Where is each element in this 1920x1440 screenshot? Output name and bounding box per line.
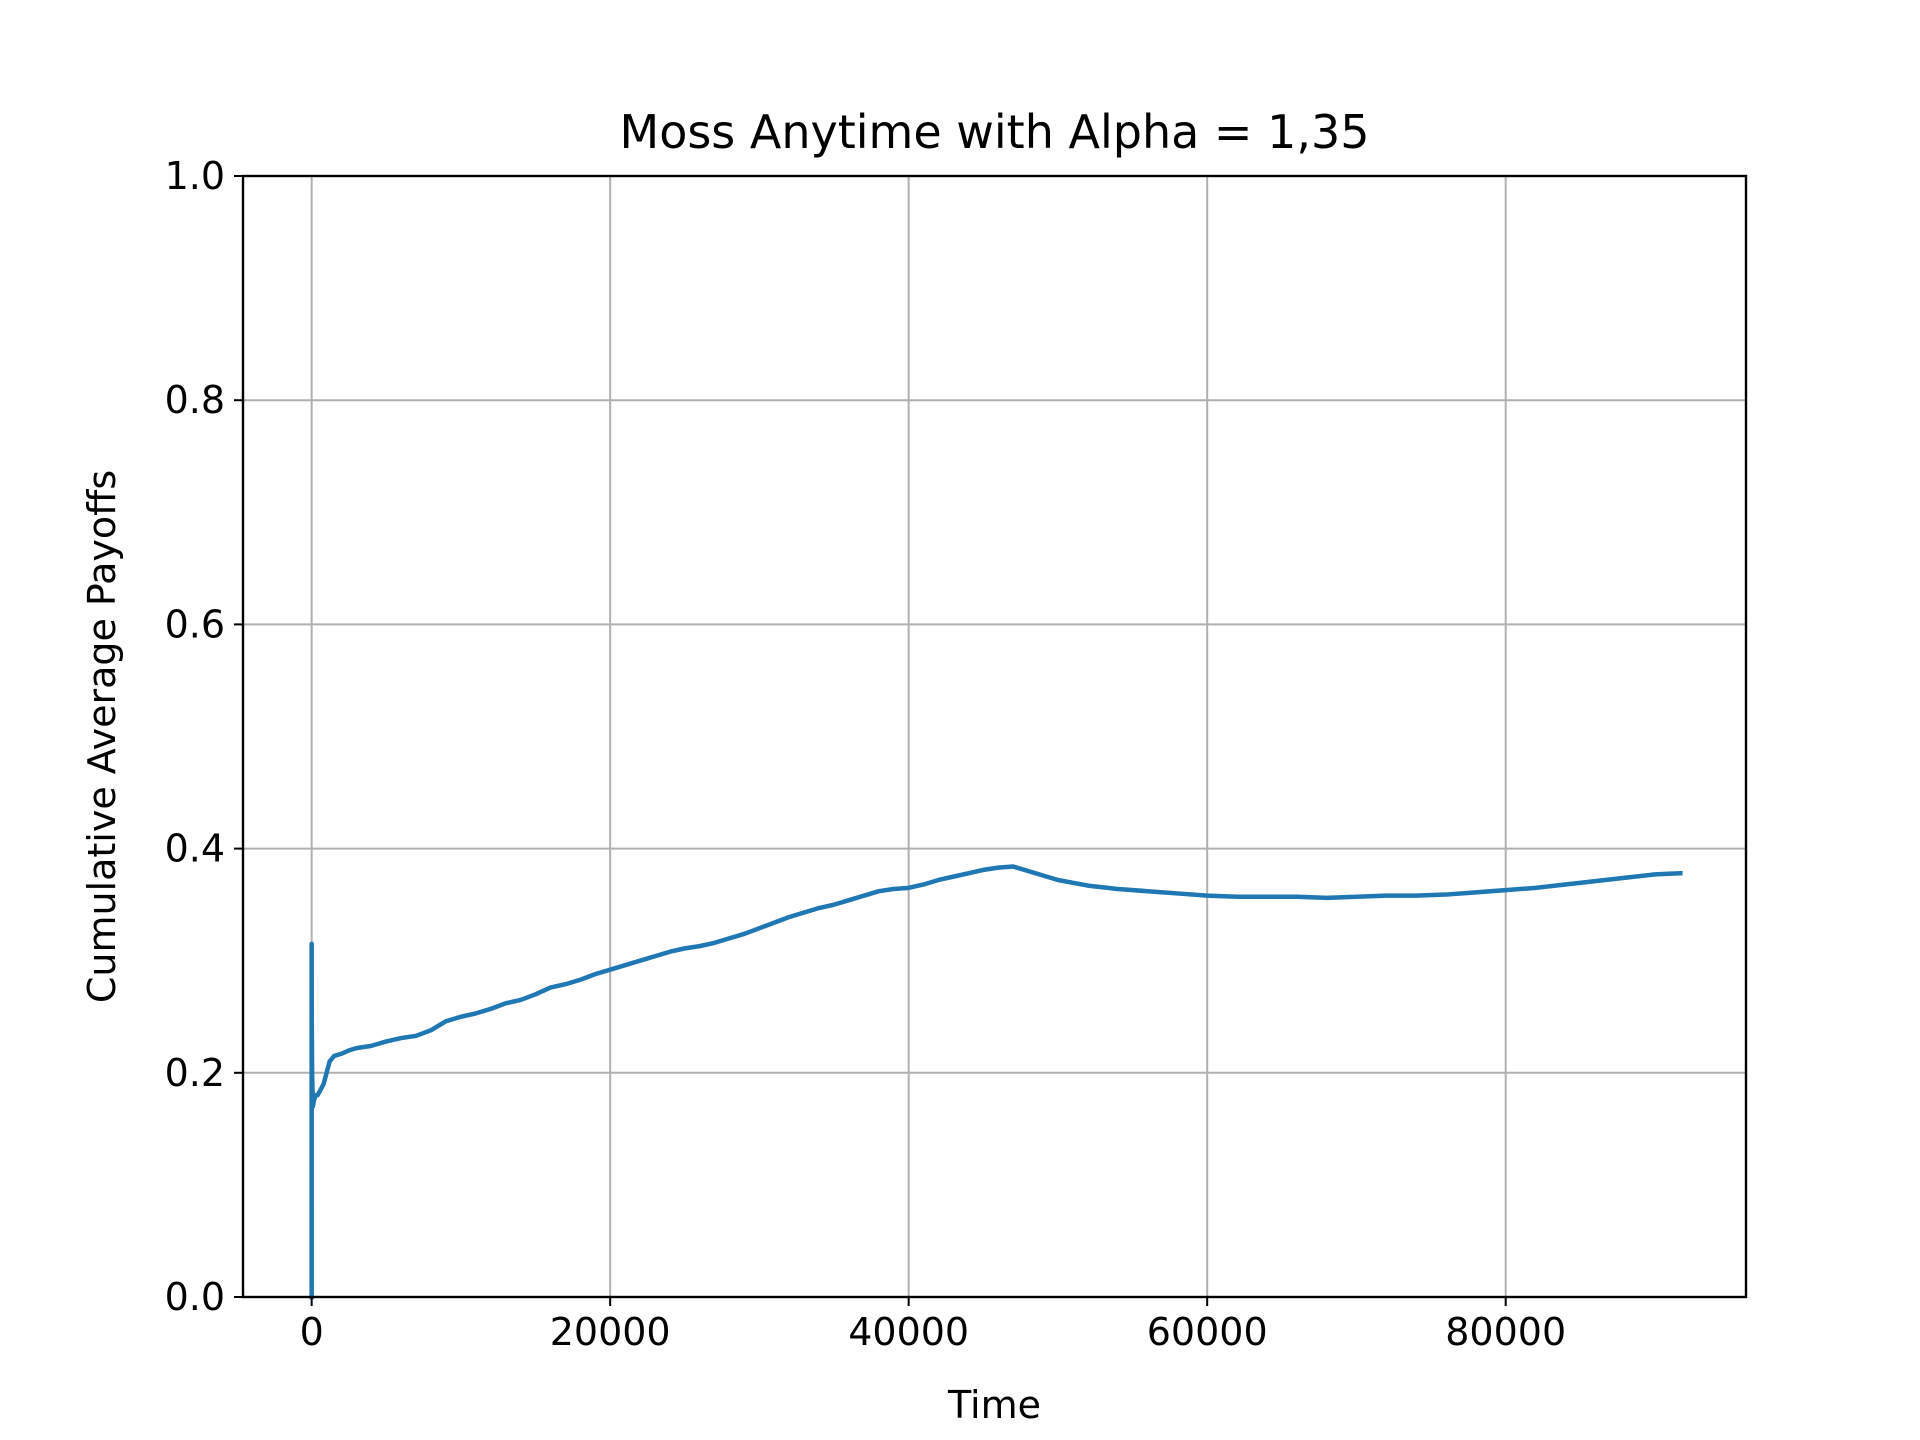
x-axis-label: Time [947, 1383, 1041, 1427]
y-tick-label: 0.6 [165, 602, 225, 646]
plot-area [243, 176, 1746, 1297]
y-tick-label: 0.8 [165, 378, 225, 422]
plot-frame [241, 174, 1748, 1299]
series-line-0 [309, 864, 1683, 1300]
x-axis-ticks: 0 20000 40000 60000 80000 [300, 1297, 1566, 1354]
series-layer [309, 864, 1683, 1300]
x-tick-label: 0 [300, 1310, 324, 1354]
y-tick-label: 1.0 [165, 154, 225, 198]
chart-title: Moss Anytime with Alpha = 1,35 [620, 105, 1370, 159]
x-tick-label: 40000 [848, 1310, 969, 1354]
x-tick-label: 60000 [1147, 1310, 1268, 1354]
x-tick-label: 20000 [550, 1310, 671, 1354]
y-axis-ticks: 0.0 0.2 0.4 0.6 0.8 1.0 [165, 154, 243, 1319]
x-tick-label: 80000 [1445, 1310, 1566, 1354]
y-tick-label: 0.0 [165, 1275, 225, 1319]
y-tick-label: 0.4 [165, 827, 225, 871]
y-axis-label: Cumulative Average Payoffs [80, 470, 124, 1003]
y-tick-label: 0.2 [165, 1051, 225, 1095]
